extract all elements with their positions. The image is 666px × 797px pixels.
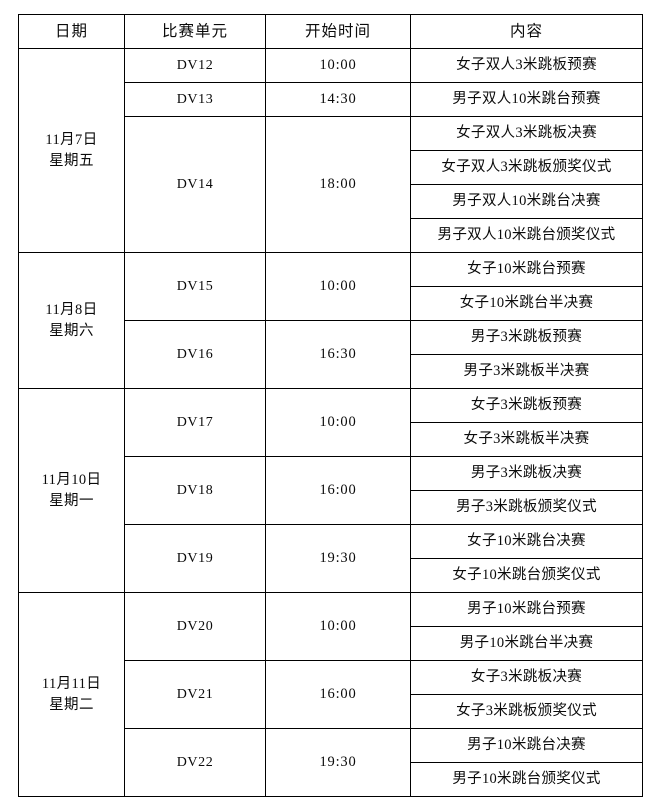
competition-schedule-table: 日期 比赛单元 开始时间 内容 11月7日 星期五 DV12 10:00 女子双人3米跳… [18,14,643,797]
weekday-value: 星期五 [49,152,94,169]
table-row: DV18 16:00 男子3米跳板决赛 [19,456,643,525]
session-unit-cell: DV17 [124,388,266,457]
event-content-cell: 男子10米跳台颁奖仪式 [410,762,643,797]
table-row: 女子3米跳板半决赛 [19,422,643,457]
table-row: 女子3米跳板颁奖仪式 [19,694,643,729]
weekday-value: 星期二 [49,696,94,713]
session-start-time-cell: 10:00 [265,592,411,661]
table-row: 11月10日 星期一 DV17 10:00 女子3米跳板预赛 [18,388,643,593]
event-content-cell: 女子双人3米跳板决赛 [410,116,643,151]
date-cell: 11月10日 星期一 [18,388,125,593]
table-row: 女子双人3米跳板颁奖仪式 [19,150,643,185]
session-unit-cell: DV14 [124,116,266,253]
event-content-cell: 男子3米跳板预赛 [410,320,643,355]
date-cell: 11月7日星期五 [18,48,125,253]
session-start-time-cell: 16:00 [265,660,411,729]
event-content-cell: 女子3米跳板决赛 [410,660,643,695]
session-unit-cell: DV20 [124,592,266,661]
event-content-cell: 男子双人10米跳台预赛 [410,82,643,117]
event-content-cell: 女子3米跳板颁奖仪式 [410,694,643,729]
session-start-time-cell: 18:00 [265,116,411,253]
table-row: 11月8日 星期六 DV15 10:00 女子10米跳台预赛 [18,252,643,389]
table-row: 男子3米跳板半决赛 [19,354,643,389]
event-content-cell: 女子10米跳台半决赛 [410,286,643,321]
table-row: DV13 14:30 男子双人10米跳台预赛 [19,82,643,117]
session-start-time-cell: 10:00 [265,388,411,457]
table-row: 女子10米跳台半决赛 [19,286,643,321]
weekday-value: 星期一 [49,492,94,509]
session-start-time-cell: 10:00 [265,48,411,83]
session-unit-cell: DV22 [124,728,266,797]
event-content-cell: 男子3米跳板半决赛 [410,354,643,389]
date-cell: 11月11日 星期二 [18,592,125,797]
session-start-time-cell: 19:30 [265,728,411,797]
event-content-cell: 女子3米跳板预赛 [410,388,643,423]
column-header-content: 内容 [410,14,643,49]
table-row: DV19 19:30 女子10米跳台决赛 [19,524,643,593]
table-header: 日期 比赛单元 开始时间 内容 [18,14,643,49]
session-start-time-cell: 16:00 [265,456,411,525]
session-unit-cell: DV19 [124,524,266,593]
event-content-cell: 男子3米跳板颁奖仪式 [410,490,643,525]
session-start-time-cell: 14:30 [265,82,411,117]
schedule-container: 日期 比赛单元 开始时间 内容 11月7日 星期五 DV12 10:00 女子双人3米跳… [18,14,643,797]
session-unit-cell: DV12 [124,48,266,83]
event-content-cell: 男子10米跳台预赛 [410,592,643,627]
event-content-cell: 女子双人3米跳板颁奖仪式 [410,150,643,185]
session-unit-cell: DV16 [124,320,266,389]
event-content-cell: 男子双人10米跳台颁奖仪式 [410,218,643,253]
column-header-date: 日期 [18,14,125,49]
event-content-cell: 女子10米跳台决赛 [410,524,643,559]
event-content-cell: 男子双人10米跳台决赛 [410,184,643,219]
table-row: 11月7日 星期五 DV12 10:00 女子双人3米跳板预赛 [18,48,643,253]
table-row: DV21 16:00 女子3米跳板决赛 [19,660,643,729]
table-row: DV16 16:30 男子3米跳板预赛 [19,320,643,389]
table-row: 男子双人10米跳台决赛 [19,184,643,219]
event-content-cell: 男子10米跳台决赛 [410,728,643,763]
event-content-cell: 女子10米跳台预赛 [410,252,643,287]
event-content-cell: 女子3米跳板半决赛 [410,422,643,457]
event-content-cell: 男子10米跳台半决赛 [410,626,643,661]
session-start-time-cell: 16:30 [265,320,411,389]
date-value: 11月8日 [45,302,98,319]
session-unit-cell: DV13 [124,82,266,117]
weekday-value: 星期六 [49,322,94,339]
table-row: DV14 18:00 女子双人3米跳板决赛 [19,116,643,253]
table-row: 男子双人10米跳台颁奖仪式 [19,218,643,253]
session-unit-cell: DV18 [124,456,266,525]
event-content-cell: 女子10米跳台颁奖仪式 [410,558,643,593]
table-body: 11月7日 星期五 DV12 10:00 女子双人3米跳板预赛 DV13 14:30 男子双人… [18,48,643,797]
session-start-time-cell: 19:30 [265,524,411,593]
session-unit-cell: DV15 [124,252,266,321]
event-content-cell: 男子3米跳板决赛 [410,456,643,491]
date-value: 11月11日 [41,676,102,693]
session-start-time-cell: 10:00 [265,252,411,321]
table-row: 11月11日 星期二 DV20 10:00 男子10米跳台预赛 [18,592,643,797]
column-header-unit: 比赛单元 [124,14,266,49]
event-content-cell: 女子双人3米跳板预赛 [410,48,643,83]
date-value: 11月10日 [41,472,102,489]
table-header-row: 日期 比赛单元 开始时间 内容 [18,14,643,49]
date-cell: 11月8日星期六 [18,252,125,389]
session-unit-cell: DV21 [124,660,266,729]
column-header-time: 开始时间 [265,14,411,49]
date-value: 11月7日 [45,132,98,149]
table-row: 男子10米跳台半决赛 [19,626,643,661]
